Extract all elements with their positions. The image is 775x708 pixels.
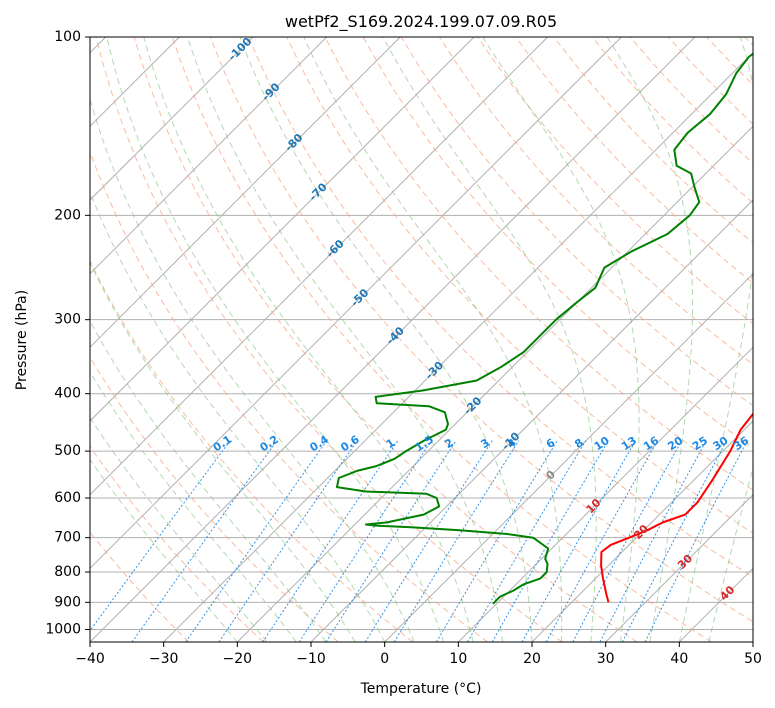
isotherm-line bbox=[457, 346, 753, 642]
y-tick-label: 800 bbox=[54, 564, 81, 580]
x-tick-label: −10 bbox=[296, 651, 326, 667]
mixing-ratio-line bbox=[545, 440, 659, 642]
moist-adiabat-line bbox=[382, 37, 597, 642]
mixing-ratio-line bbox=[218, 440, 358, 642]
y-tick-label: 1000 bbox=[45, 621, 81, 637]
dry-adiabat-line bbox=[90, 259, 414, 642]
isotherm-line bbox=[605, 493, 753, 642]
dry-adiabat-line bbox=[286, 37, 753, 534]
moist-adiabat-line bbox=[678, 37, 753, 642]
dry-adiabat-line bbox=[248, 37, 753, 578]
y-tick-label: 300 bbox=[54, 312, 81, 328]
dry-adiabat-line bbox=[324, 37, 753, 491]
moist-adiabat-line bbox=[90, 370, 297, 642]
x-tick-label: −20 bbox=[223, 651, 253, 667]
x-tick-label: 30 bbox=[597, 651, 615, 667]
moist-adiabat-line bbox=[239, 37, 533, 642]
x-tick-label: 0 bbox=[380, 651, 389, 667]
isotherm-line bbox=[90, 37, 622, 570]
mixing-ratio-line bbox=[262, 440, 399, 642]
moist-adiabat-line bbox=[106, 37, 445, 642]
mixing-ratio-line bbox=[393, 440, 520, 642]
isotherm-line bbox=[531, 420, 753, 642]
dry-adiabat-line bbox=[95, 37, 563, 642]
isotherm-line bbox=[384, 272, 753, 642]
mixing-ratio-line bbox=[491, 440, 609, 642]
mixing-ratio-line bbox=[521, 440, 637, 642]
moist-adiabat-line bbox=[90, 416, 268, 642]
isotherm-line bbox=[90, 37, 549, 496]
x-tick-label: 50 bbox=[744, 651, 762, 667]
x-tick-label: −30 bbox=[149, 651, 179, 667]
isotherm-line bbox=[90, 37, 696, 642]
dry-adiabat-line bbox=[133, 37, 638, 642]
moist-adiabat-line bbox=[90, 97, 415, 642]
mixing-ratio-line bbox=[364, 440, 493, 642]
moist-adiabat-line bbox=[90, 320, 327, 642]
y-tick-label: 900 bbox=[54, 594, 81, 610]
isotherm-line bbox=[236, 125, 753, 642]
isotherm-line bbox=[90, 37, 401, 349]
mixing-ratio-line bbox=[131, 440, 278, 642]
isotherm-line bbox=[163, 51, 753, 642]
mixing-ratio-line bbox=[90, 440, 231, 632]
plot-area bbox=[90, 37, 753, 642]
moist-adiabat-line bbox=[90, 261, 356, 642]
isotherm-line bbox=[90, 37, 475, 422]
mixing-ratio-line bbox=[435, 440, 558, 642]
moist-adiabat-line bbox=[303, 37, 563, 642]
y-tick-label: 500 bbox=[54, 443, 81, 459]
mixing-ratio-line bbox=[572, 440, 683, 642]
y-axis-title: Pressure (hPa) bbox=[14, 290, 30, 390]
dry-adiabat-line bbox=[171, 37, 712, 642]
background-lines bbox=[90, 37, 753, 642]
y-tick-label: 200 bbox=[54, 207, 81, 223]
chart-title: wetPf2_S169.2024.199.07.09.R05 bbox=[285, 12, 557, 32]
dry-adiabat-line bbox=[90, 356, 339, 642]
x-tick-label: −40 bbox=[75, 651, 105, 667]
y-tick-label: 700 bbox=[54, 530, 81, 546]
mixing-ratio-line bbox=[467, 440, 587, 642]
x-axis-title: Temperature (°C) bbox=[360, 681, 482, 697]
dewpoint-profile-line bbox=[336, 52, 753, 605]
moist-adiabat-line bbox=[708, 465, 753, 642]
x-tick-label: 10 bbox=[449, 651, 467, 667]
mixing-ratio-line bbox=[185, 440, 328, 642]
moist-adiabat-line bbox=[143, 37, 474, 642]
y-tick-label: 100 bbox=[54, 29, 81, 45]
x-tick-label: 40 bbox=[670, 651, 688, 667]
moist-adiabat-line bbox=[90, 458, 238, 642]
isotherm-line bbox=[752, 641, 753, 642]
dry-adiabat-line bbox=[90, 445, 264, 642]
y-tick-label: 400 bbox=[54, 386, 81, 402]
isotherm-line bbox=[90, 37, 328, 275]
profile-lines bbox=[336, 52, 753, 605]
y-tick-label: 600 bbox=[54, 490, 81, 506]
moist-adiabat-line bbox=[90, 190, 386, 642]
moist-adiabat-line bbox=[606, 37, 694, 642]
dry-adiabat-line bbox=[210, 37, 753, 623]
mixing-ratio-line bbox=[644, 440, 748, 642]
temperature-profile-line bbox=[600, 412, 753, 603]
isotherm-line bbox=[90, 37, 254, 201]
axis-ticks: −40 −30 −20 −10 0 10 20 30 40 50 100 200 300 400 500 60… bbox=[45, 29, 762, 667]
mixing-ratio-line bbox=[325, 440, 457, 642]
plot-frame bbox=[89, 36, 754, 643]
x-tick-label: 20 bbox=[523, 651, 541, 667]
moist-adiabat-line bbox=[482, 37, 640, 642]
mixing-ratio-line bbox=[298, 440, 432, 642]
dry-adiabat-line bbox=[515, 37, 753, 284]
